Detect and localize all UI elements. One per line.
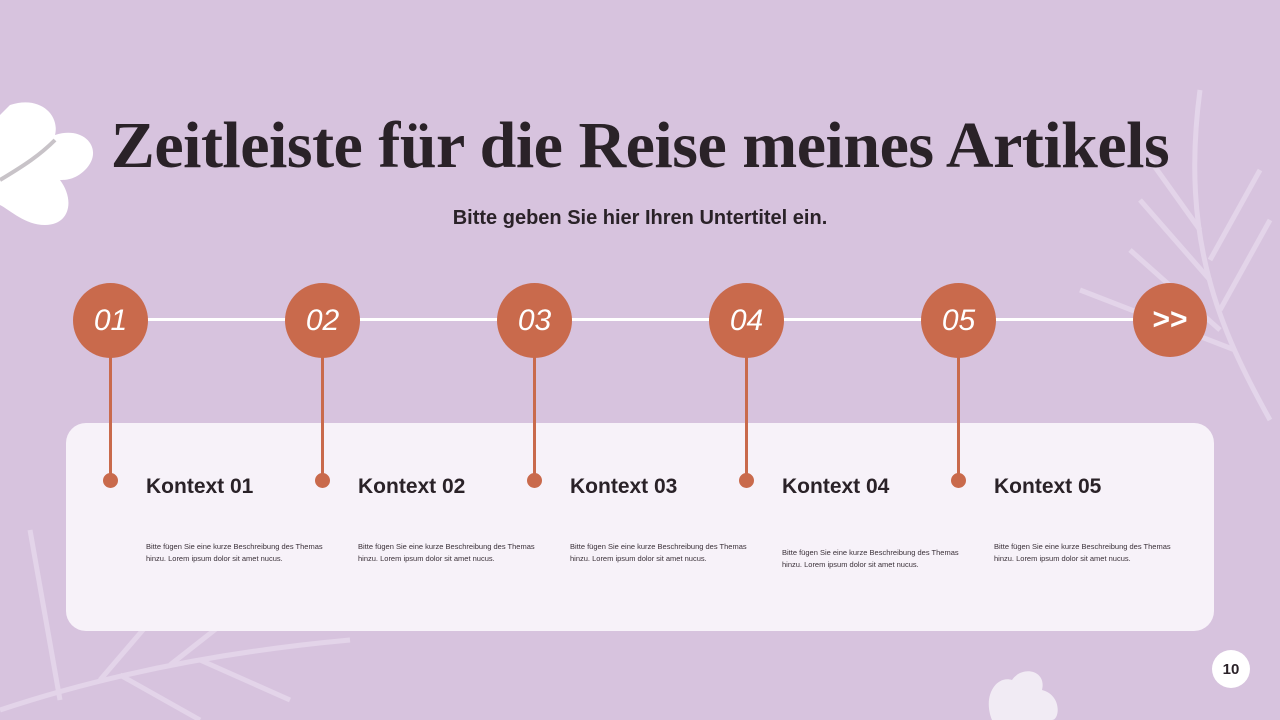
step-description: Bitte fügen Sie eine kurze Beschreibung …: [782, 548, 959, 569]
connector-dot: [103, 473, 118, 488]
page-title: Zeitleiste für die Reise meines Artikels: [110, 109, 1170, 182]
step-marker-02: 02: [285, 283, 360, 358]
connector-line: [321, 355, 324, 480]
step-marker-01: 01: [73, 283, 148, 358]
connector-line: [533, 355, 536, 480]
content-card: [66, 423, 1214, 631]
connector-line: [745, 355, 748, 480]
flower-decoration-icon: [988, 671, 1058, 720]
step-description: Bitte fügen Sie eine kurze Beschreibung …: [146, 542, 323, 563]
connector-dot: [315, 473, 330, 488]
step-marker-03: 03: [497, 283, 572, 358]
step-description: Bitte fügen Sie eine kurze Beschreibung …: [358, 542, 535, 563]
connector-dot: [951, 473, 966, 488]
step-heading: Kontext 01: [146, 475, 254, 498]
connector-dot: [739, 473, 754, 488]
leaf-decoration-icon: [1079, 89, 1273, 422]
connector-line: [957, 355, 960, 480]
connector-line: [109, 355, 112, 480]
step-marker-04: 04: [709, 283, 784, 358]
connector-dot: [527, 473, 542, 488]
timeline-line: [110, 318, 1170, 321]
step-description: Bitte fügen Sie eine kurze Beschreibung …: [570, 542, 747, 563]
next-arrow-button[interactable]: >>: [1133, 283, 1207, 357]
page-number: 10: [1212, 650, 1250, 688]
step-heading: Kontext 02: [358, 475, 466, 498]
page-subtitle: Bitte geben Sie hier Ihren Untertitel ei…: [452, 207, 828, 229]
flower-decoration-icon: [0, 102, 94, 225]
step-description: Bitte fügen Sie eine kurze Beschreibung …: [994, 542, 1171, 563]
step-heading: Kontext 04: [782, 475, 890, 498]
step-heading: Kontext 05: [994, 475, 1102, 498]
step-heading: Kontext 03: [570, 475, 678, 498]
step-marker-05: 05: [921, 283, 996, 358]
